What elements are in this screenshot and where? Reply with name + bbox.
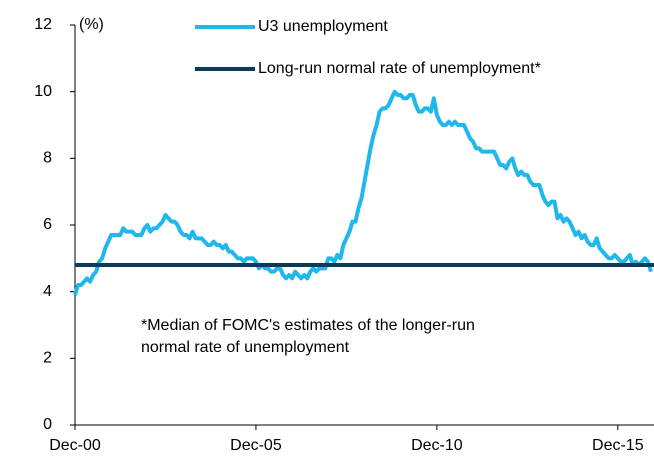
annotation-line: normal rate of unemployment xyxy=(141,339,350,356)
legend-label: Long-run normal rate of unemployment* xyxy=(258,60,541,77)
x-tick-label: Dec-10 xyxy=(411,437,463,454)
y-tick-label: 12 xyxy=(34,16,52,33)
x-tick-label: Dec-05 xyxy=(230,437,282,454)
y-tick-label: 2 xyxy=(43,350,52,367)
y-tick-label: 10 xyxy=(34,83,52,100)
legend-label: U3 unemployment xyxy=(258,18,388,35)
y-tick-label: 6 xyxy=(43,216,52,233)
y-tick-label: 0 xyxy=(43,416,52,433)
annotation-line: *Median of FOMC's estimates of the longe… xyxy=(141,317,475,334)
unit-label: (%) xyxy=(79,16,104,33)
x-tick-label: Dec-15 xyxy=(592,437,644,454)
data-line xyxy=(73,89,653,296)
x-tick-label: Dec-00 xyxy=(49,437,101,454)
y-tick-label: 8 xyxy=(43,150,52,167)
y-tick-label: 4 xyxy=(43,283,52,300)
